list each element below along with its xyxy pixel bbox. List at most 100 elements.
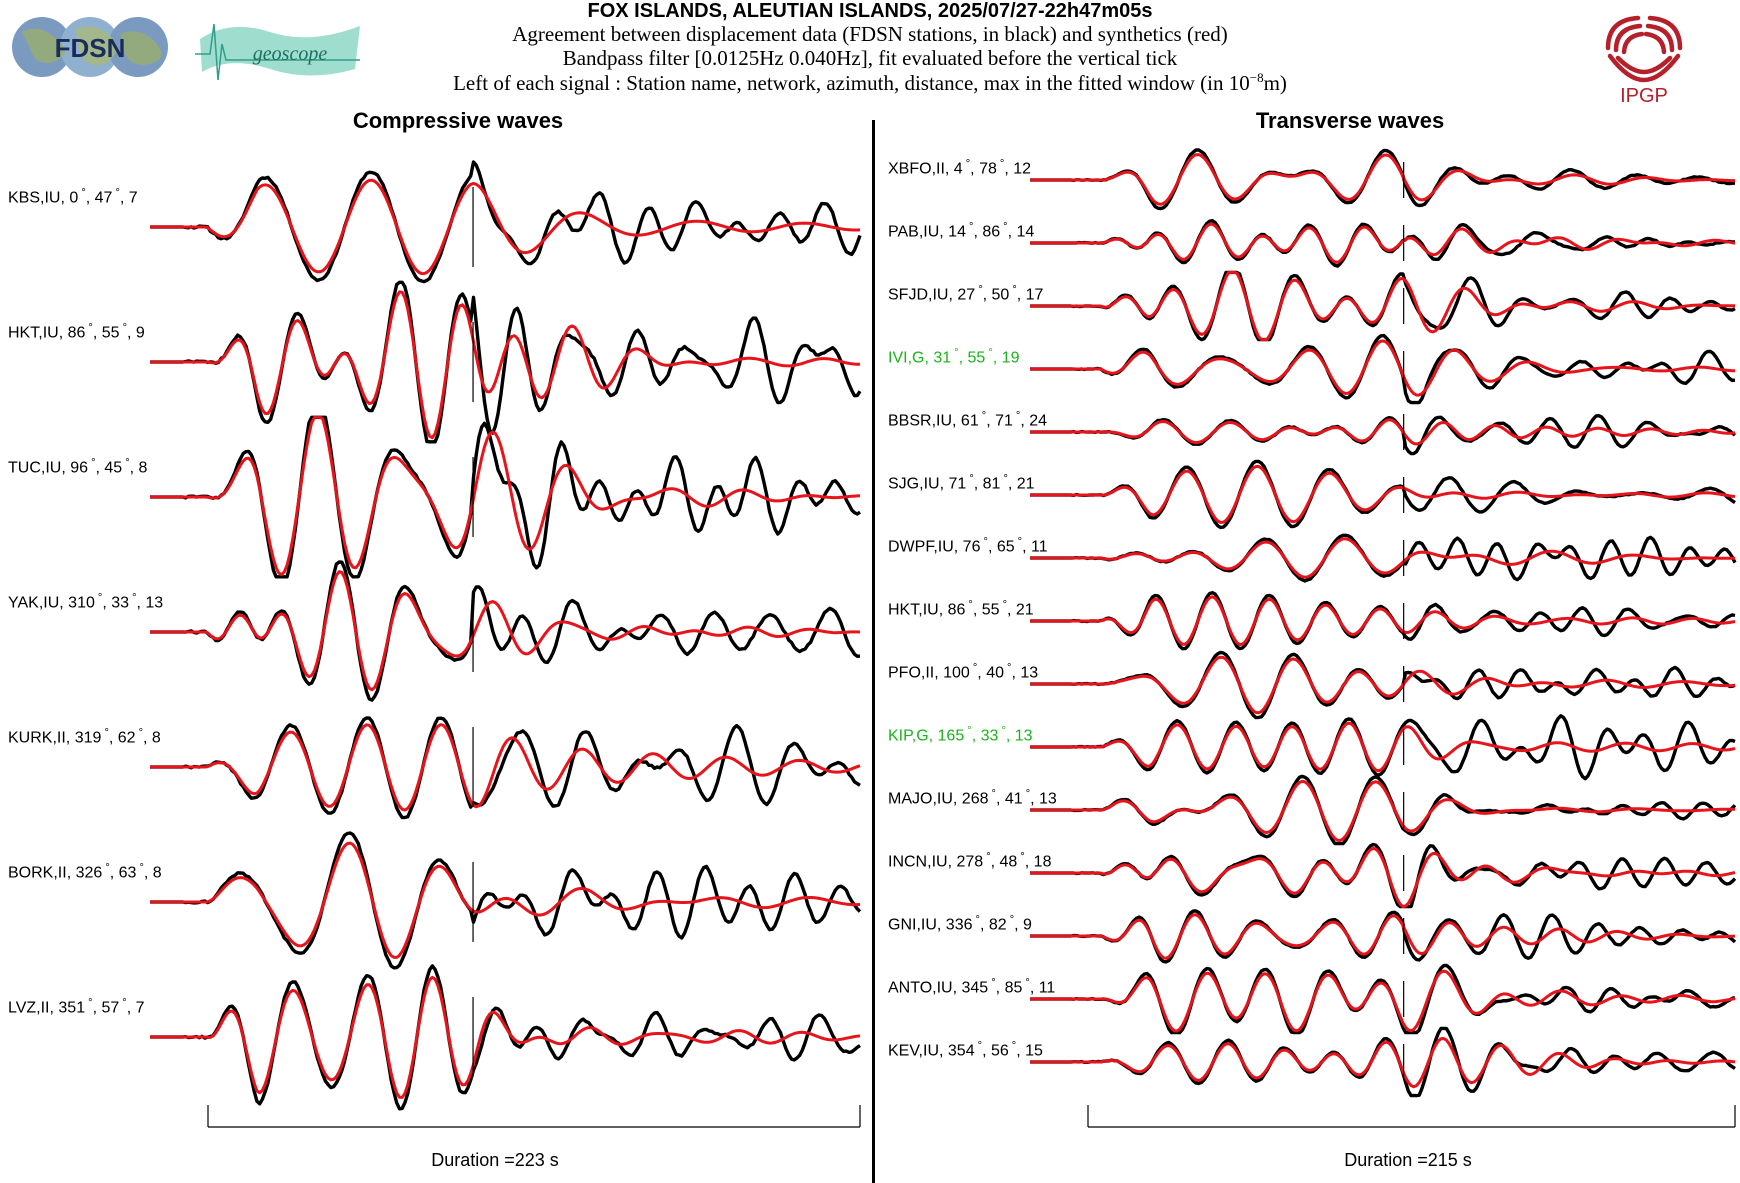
sep: , [933,538,938,556]
station-network: IU [44,189,61,207]
transverse-data-trace [1030,333,1736,405]
degree: ° [78,187,86,199]
sep: , [924,349,934,367]
station-max: 8 [151,729,161,747]
station-azimuth: 354 [947,1042,975,1060]
transverse-synthetic-trace [1030,779,1736,842]
sep: , [934,664,944,682]
transverse-synthetic-trace [1030,721,1736,773]
sep: , [1007,475,1017,493]
station-name: BORK [8,864,54,882]
station-name: KIP [888,727,912,745]
station-name: KBS [8,189,41,207]
degree: ° [988,788,996,800]
degree: ° [122,457,130,469]
sep: , [987,538,997,556]
subtitle-line-1: Agreement between displacement data (FDS… [512,22,1228,46]
station-distance: 65 [996,538,1015,556]
sep: , [986,412,996,430]
sep: , [918,1042,923,1060]
degree: ° [102,862,110,874]
degree: ° [1000,473,1008,485]
transverse-synthetic-trace [1030,339,1735,397]
sep: , [1007,601,1016,619]
compressive-synthetic-trace [150,723,861,812]
station-network: IU [45,459,62,477]
subtitle-line-3-suffix: m) [1263,71,1287,95]
subtitle-line-3-exponent: −8 [1249,70,1264,85]
sep: , [1016,1042,1026,1060]
degree: ° [1022,977,1030,989]
station-max: 7 [135,999,145,1017]
sep: , [938,601,948,619]
station-distance: 63 [118,864,137,882]
sep: , [1011,664,1021,682]
station-name: BBSR [888,412,932,430]
sep: , [1030,790,1040,808]
degree: ° [88,457,96,469]
sep: , [119,189,129,207]
sep: , [982,286,992,304]
degree: ° [94,592,103,604]
station-name: HKT [8,324,39,342]
compressive-station-label: KURK,II, 319 °, 62 °, 8 [8,727,161,747]
transverse-panel-title: Transverse waves [1255,108,1445,133]
sep: , [136,594,146,612]
degree: ° [951,347,959,359]
degree: ° [1012,410,1021,422]
station-name: DWPF [888,538,934,556]
station-network: G [912,349,925,367]
compressive-data-trace [150,831,862,970]
transverse-station-label: MAJO,IU, 268 °, 41 °, 13 [888,788,1057,808]
sep: , [59,594,69,612]
sep: , [58,324,68,342]
station-azimuth: 336 [945,916,973,934]
sep: , [958,349,968,367]
sep: , [52,729,57,747]
station-name: XBFO [888,160,932,178]
station-max: 19 [1001,349,1020,367]
transverse-station-label: SJG,IU, 71 °, 81 °, 21 [888,473,1035,493]
station-max: 15 [1025,1042,1043,1060]
transverse-station-label: GNI,IU, 336 °, 82 °, 9 [888,914,1032,934]
sep: , [1004,160,1014,178]
station-distance: 48 [999,853,1018,871]
degree: ° [964,725,972,737]
station-azimuth: 61 [960,412,979,430]
station-network: II [925,664,935,682]
degree: ° [978,410,987,422]
transverse-station-label: SFJD,IU, 27 °, 50 °, 17 [888,284,1043,304]
transverse-synthetic-trace [1030,418,1736,446]
sep: , [911,727,917,745]
sep: , [129,459,139,477]
transverse-station-label: PFO,II, 100 °, 40 °, 13 [888,662,1038,682]
station-name: KEV [888,1042,919,1060]
station-distance: 55 [967,349,986,367]
transverse-synthetic-trace [1030,655,1736,715]
sep: , [38,594,44,612]
sep: , [973,223,983,241]
station-network: IU [937,538,954,556]
station-name: MAJO [888,790,933,808]
subtitle-line-2: Bandpass filter [0.0125Hz 0.040Hz], fit … [562,46,1178,70]
station-distance: 56 [990,1042,1009,1060]
station-max: 8 [138,459,148,477]
station-azimuth: 96 [70,459,89,477]
compressive-synthetic-trace [150,841,861,959]
sep: , [947,853,957,871]
station-distance: 62 [117,729,136,747]
station-max: 14 [1016,223,1035,241]
station-azimuth: 351 [58,999,86,1017]
station-azimuth: 268 [961,790,989,808]
station-network: IU [42,324,59,342]
station-azimuth: 319 [74,729,102,747]
degree: ° [962,158,971,170]
transverse-synthetic-trace [1030,969,1736,1033]
compressive-station-label: HKT,IU, 86 °, 55 °, 9 [8,322,145,342]
station-max: 13 [1014,727,1033,745]
transverse-station-label: ANTO,IU, 345 °, 85 °, 11 [888,977,1055,997]
sep: , [948,286,958,304]
sep: , [977,664,987,682]
sep: , [95,459,105,477]
station-max: 11 [1030,538,1048,556]
